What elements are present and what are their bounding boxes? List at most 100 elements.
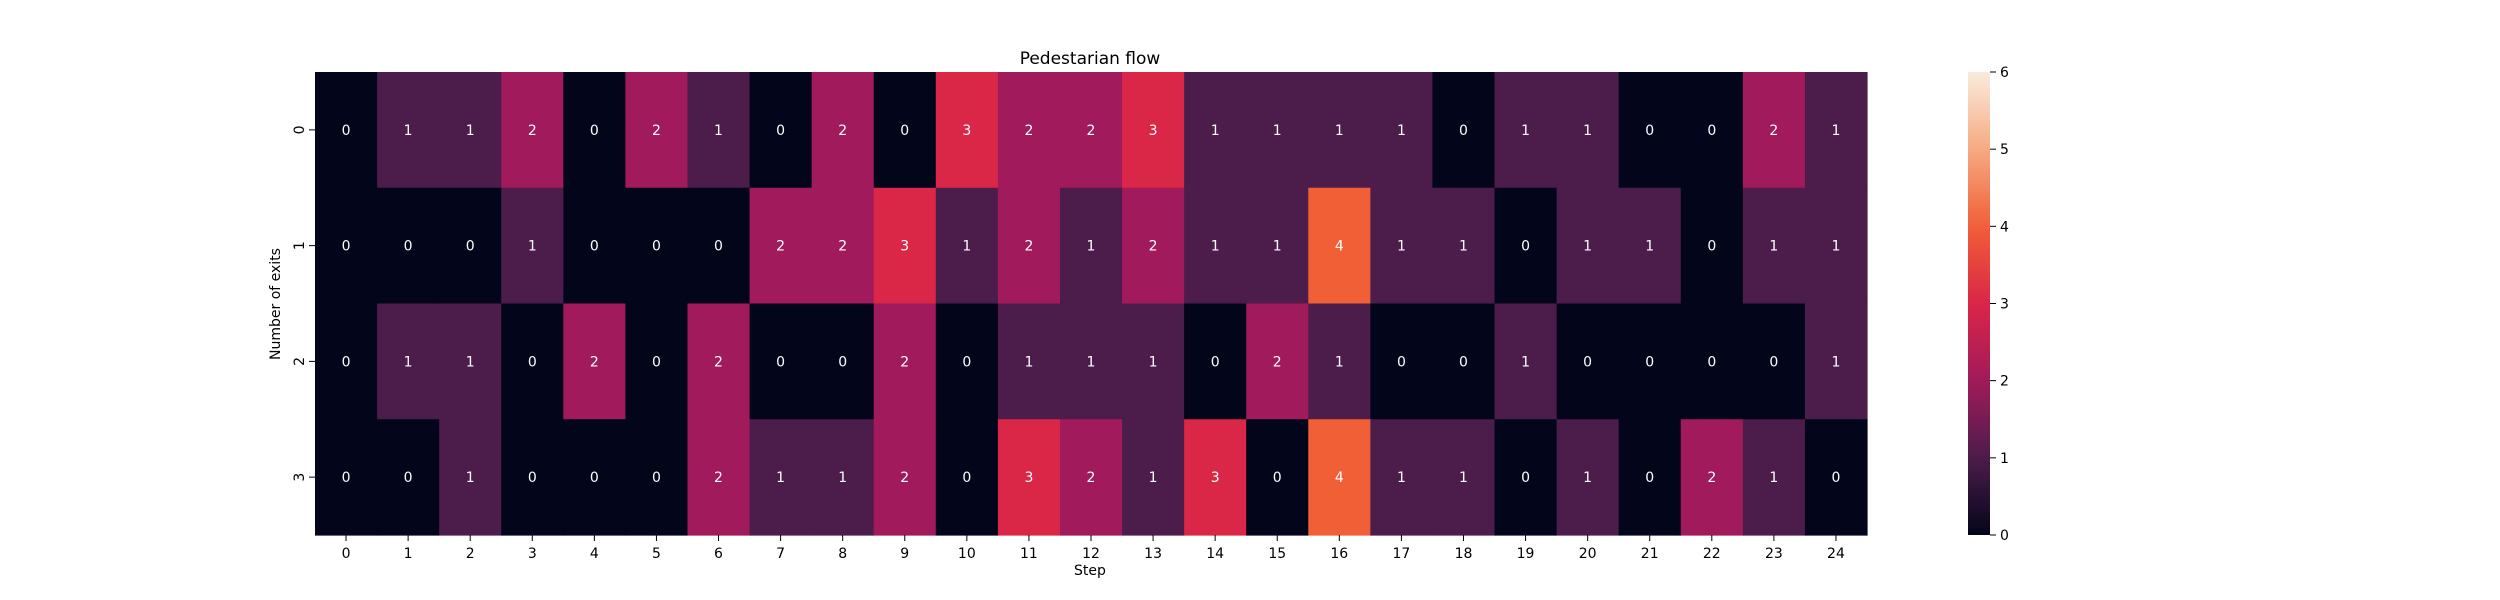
cell-value-label: 3: [900, 239, 909, 255]
heatmap-cell: [1432, 419, 1496, 536]
heatmap-cell: [1618, 419, 1682, 536]
heatmap-cell: [687, 187, 751, 305]
cell-value-label: 0: [404, 239, 413, 255]
heatmap-cell: [1184, 187, 1247, 305]
heatmap-cell: [1742, 72, 1806, 189]
heatmap-cell: [315, 303, 378, 420]
cell-value-label: 0: [652, 354, 661, 370]
cell-value-label: 0: [1459, 354, 1468, 370]
cell-value-label: 0: [1645, 354, 1654, 370]
cell-value-label: 1: [1831, 354, 1840, 370]
cell-value-label: 1: [714, 123, 723, 139]
heatmap-cell: [377, 303, 440, 420]
heatmap-cell: [1246, 187, 1309, 305]
cell-value-label: 1: [1769, 470, 1778, 486]
heatmap-cell: [563, 72, 626, 189]
heatmap-cell: [377, 419, 440, 536]
heatmap-cell: [501, 187, 564, 305]
cell-value-label: 0: [1521, 239, 1530, 255]
heatmap-cell: [1308, 72, 1371, 189]
heatmap-cell: [501, 303, 564, 420]
cell-value-label: 0: [962, 354, 971, 370]
heatmap-cell: [811, 303, 875, 420]
cell-value-label: 1: [1087, 354, 1096, 370]
heatmap-cell: [1804, 303, 1868, 420]
cell-value-label: 0: [900, 123, 909, 139]
chart-title: Pedestarian flow: [1020, 49, 1161, 69]
cell-value-label: 1: [1024, 354, 1033, 370]
heatmap-cell: [997, 72, 1061, 189]
x-tick-label: 11: [1020, 546, 1038, 562]
cell-value-label: 1: [1335, 354, 1344, 370]
cell-value-label: 0: [342, 123, 351, 139]
cell-value-label: 1: [1335, 123, 1344, 139]
x-axis-label: Step: [1074, 563, 1106, 579]
cell-value-label: 1: [1645, 239, 1654, 255]
heatmap-cell: [1680, 187, 1744, 305]
heatmap-cell: [811, 419, 875, 536]
heatmap-cell: [563, 303, 626, 420]
heatmap-cell: [1432, 187, 1496, 305]
heatmap-cell: [1618, 72, 1682, 189]
cell-value-label: 0: [1707, 239, 1716, 255]
cell-value-label: 1: [838, 470, 847, 486]
cell-value-label: 1: [1769, 239, 1778, 255]
heatmap-cell: [1556, 303, 1620, 420]
heatmap-cell: [687, 72, 751, 189]
cell-value-label: 0: [342, 239, 351, 255]
heatmap-cell: [439, 303, 502, 420]
x-tick-label: 24: [1827, 546, 1845, 562]
cell-value-label: 1: [1459, 239, 1468, 255]
heatmap-cell: [1742, 419, 1806, 536]
heatmap-cell: [1556, 419, 1620, 536]
heatmap-cell: [1494, 187, 1558, 305]
heatmap-cell: [1742, 303, 1806, 420]
cell-value-label: 0: [962, 470, 971, 486]
x-tick-label: 19: [1517, 546, 1535, 562]
heatmap-cell: [1059, 303, 1123, 420]
colorbar-tick-label: 2: [2000, 374, 2009, 390]
heatmap-cell: [811, 72, 875, 189]
cell-value-label: 0: [528, 470, 537, 486]
x-tick-label: 10: [958, 546, 976, 562]
x-tick-label: 14: [1206, 546, 1224, 562]
heatmap-cell: [1804, 72, 1868, 189]
cell-value-label: 0: [1769, 354, 1778, 370]
heatmap-cell: [625, 72, 689, 189]
heatmap-cell: [749, 303, 813, 420]
heatmap-cell: [315, 187, 378, 305]
x-tick-label: 17: [1392, 546, 1410, 562]
cell-value-label: 1: [1397, 123, 1406, 139]
heatmap-cell: [1184, 303, 1247, 420]
cell-value-label: 0: [528, 354, 537, 370]
heatmap-cell: [1308, 187, 1371, 305]
x-axis: 0 1 2 3 4 5 6 7 8 9 10 11 12 13 14 15 16 17 18 19 20 21 22 23 24: [342, 535, 1845, 562]
heatmap-cell: [997, 419, 1061, 536]
x-tick-label: 15: [1268, 546, 1286, 562]
cell-value-label: 1: [1087, 239, 1096, 255]
heatmap-cell: [935, 419, 999, 536]
heatmap-cell: [1370, 303, 1434, 420]
cell-value-label: 2: [776, 239, 785, 255]
cell-value-label: 0: [652, 470, 661, 486]
cell-value-label: 0: [776, 354, 785, 370]
heatmap-cell: [749, 72, 813, 189]
cell-value-label: 1: [962, 239, 971, 255]
cell-value-label: 0: [1459, 123, 1468, 139]
x-tick-label: 0: [342, 546, 351, 562]
cell-value-label: 2: [714, 354, 723, 370]
heatmap-cell: [873, 72, 937, 189]
cell-value-label: 1: [1831, 123, 1840, 139]
cell-value-label: 2: [590, 354, 599, 370]
heatmap-cell: [1494, 303, 1558, 420]
heatmap-cell: [439, 72, 502, 189]
cell-value-label: 2: [528, 123, 537, 139]
cell-value-label: 2: [838, 239, 847, 255]
cell-value-label: 2: [838, 123, 847, 139]
heatmap-cell: [1370, 72, 1434, 189]
cell-value-label: 1: [1583, 239, 1592, 255]
colorbar-tick-label: 6: [2000, 65, 2009, 81]
heatmap-cell: [873, 419, 937, 536]
x-tick-label: 13: [1144, 546, 1162, 562]
